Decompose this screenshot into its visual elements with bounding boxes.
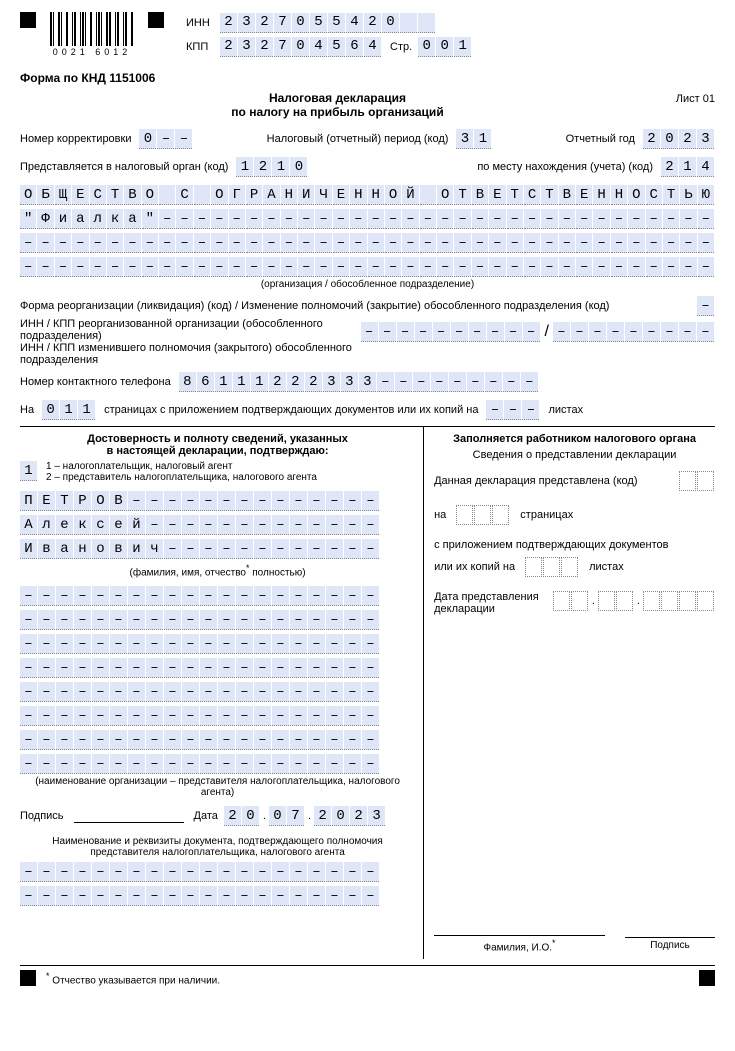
pages-mid: страницах с приложением подтверждающих д… (104, 404, 478, 416)
off-date-y (643, 591, 715, 611)
reorg-kpp-cells: ––––––––– (553, 322, 715, 342)
att2-post: листах (589, 561, 624, 573)
period-cells: 31 (456, 129, 492, 149)
kpp-label: КПП (186, 41, 220, 53)
reorg-inn-cells: –––––––––– (361, 322, 541, 342)
sheet-label: Лист 01 (655, 93, 715, 105)
corner-square-bl (20, 970, 36, 986)
rep-note: (наименование организации – представител… (20, 776, 415, 798)
date-m: 07 (269, 806, 305, 826)
authority-cells: 1210 (236, 157, 308, 177)
doc-title: Налоговая декларация (20, 91, 655, 105)
pres-cells (679, 471, 715, 491)
sign-label: Подпись (20, 810, 64, 822)
reorg-inn-label1: ИНН / КПП реорганизованной организации (… (20, 318, 360, 342)
date-d: 20 (224, 806, 260, 826)
att2-pre: или их копий на (434, 561, 515, 573)
date-y: 2023 (314, 806, 386, 826)
inn-label: ИНН (186, 17, 220, 29)
off-pages-cells (456, 505, 510, 525)
cert-opt1: 1 – налогоплательщик, налоговый агент (46, 461, 317, 472)
page-label: Стр. (390, 41, 412, 53)
pages-post: листах (548, 404, 583, 416)
pages-pre: На (20, 404, 34, 416)
correction-label: Номер корректировки (20, 133, 131, 145)
corner-square-tl (20, 12, 36, 28)
reorg-inn-label2: ИНН / КПП изменившего полномочия (закрыт… (20, 342, 360, 366)
kpp-cells: 232704564 (220, 37, 382, 57)
form-code: Форма по КНД 1151006 (20, 71, 715, 85)
off-pages-pre: на (434, 509, 446, 521)
fio-note: (фамилия, имя, отчество* полностью) (20, 563, 415, 578)
phone-label: Номер контактного телефона (20, 376, 171, 388)
officer-sub: Сведения о представлении декларации (434, 449, 715, 461)
header-row: 0021 6012 ИНН 2327055420 КПП 232704564 С… (20, 12, 715, 57)
authority-label: Представляется в налоговый орган (код) (20, 161, 228, 173)
off-fio-label: Фамилия, И.О.* (434, 938, 605, 953)
org-note: (организация / обособленное подразделени… (20, 279, 715, 290)
copies-cells: ––– (486, 400, 540, 420)
correction-cells: 0–– (139, 129, 193, 149)
corner-square-tr (148, 12, 164, 28)
att2-cells (525, 557, 579, 577)
off-date-label: Дата представления декларации (434, 591, 553, 615)
location-label: по месту нахождения (учета) (код) (477, 161, 653, 173)
year-cells: 2023 (643, 129, 715, 149)
off-sign-label: Подпись (625, 940, 715, 951)
att1: с приложением подтверждающих документов (434, 539, 715, 551)
doc-h2: представителя налогоплательщика, налогов… (20, 847, 415, 858)
corner-square-br (699, 970, 715, 986)
period-label: Налоговый (отчетный) период (код) (267, 133, 449, 145)
cert-opt2: 2 – представитель налогоплательщика, нал… (46, 472, 317, 483)
footnote-marker: * (46, 971, 50, 981)
barcode-block: 0021 6012 (20, 12, 164, 57)
barcode-label: 0021 6012 (50, 47, 134, 57)
reorg-cell: – (697, 296, 715, 316)
year-label: Отчетный год (566, 133, 635, 145)
pages-cells: 011 (42, 400, 96, 420)
footnote: Отчество указывается при наличии. (52, 975, 220, 986)
reorg-label: Форма реорганизации (ликвидация) (код) /… (20, 300, 609, 312)
off-pages-post: страницах (520, 509, 573, 521)
off-date-d (553, 591, 589, 611)
barcode-icon (50, 12, 134, 46)
date-label: Дата (194, 810, 218, 822)
officer-heading: Заполняется работником налогового органа (434, 433, 715, 445)
doc-block: –––––––––––––––––––––––––––––––––––––––– (20, 862, 415, 906)
rep-org-block: ––––––––––––––––––––––––––––––––––––––––… (20, 586, 415, 774)
pres-label: Данная декларация представлена (код) (434, 475, 637, 487)
cert-h1: Достоверность и полноту сведений, указан… (20, 433, 415, 445)
off-date-m (598, 591, 634, 611)
doc-subtitle: по налогу на прибыль организаций (20, 105, 655, 119)
cert-name-block: ПЕТРОВ––––––––––––––Алексей–––––––––––––… (20, 491, 415, 559)
location-cells: 214 (661, 157, 715, 177)
cert-who-cell: 1 (20, 461, 38, 481)
cert-h2: в настоящей декларации, подтверждаю: (20, 445, 415, 457)
org-name-block: ОБЩЕСТВО С ОГРАНИЧЕННОЙ ОТВЕТСТВЕННОСТЬЮ… (20, 185, 715, 277)
page-cells: 001 (418, 37, 472, 57)
inn-cells: 2327055420 (220, 13, 436, 33)
doc-h1: Наименование и реквизиты документа, подт… (20, 836, 415, 847)
phone-cells: 86111222333––––––––– (179, 372, 539, 392)
